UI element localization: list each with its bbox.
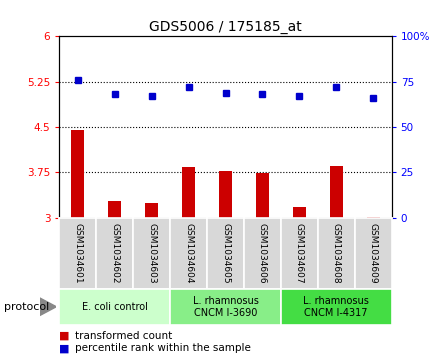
Text: GSM1034607: GSM1034607 (295, 224, 304, 284)
Text: ■: ■ (59, 343, 70, 354)
Text: L. rhamnosus
CNCM I-3690: L. rhamnosus CNCM I-3690 (193, 296, 258, 318)
Bar (330, 166, 343, 218)
Polygon shape (40, 298, 56, 315)
Text: L. rhamnosus
CNCM I-4317: L. rhamnosus CNCM I-4317 (303, 296, 369, 318)
Text: GSM1034605: GSM1034605 (221, 224, 230, 284)
Bar (145, 203, 158, 218)
Title: GDS5006 / 175185_at: GDS5006 / 175185_at (149, 20, 302, 34)
Text: ■: ■ (59, 331, 70, 341)
Text: GSM1034606: GSM1034606 (258, 224, 267, 284)
Text: percentile rank within the sample: percentile rank within the sample (75, 343, 251, 354)
Text: GSM1034601: GSM1034601 (73, 224, 82, 284)
Bar (182, 167, 195, 218)
Text: GSM1034608: GSM1034608 (332, 224, 341, 284)
Text: GSM1034603: GSM1034603 (147, 224, 156, 284)
Bar (256, 173, 269, 218)
Bar (108, 201, 121, 218)
Bar (293, 207, 306, 218)
Text: E. coli control: E. coli control (82, 302, 148, 312)
Text: GSM1034609: GSM1034609 (369, 224, 378, 284)
Text: GSM1034604: GSM1034604 (184, 224, 193, 284)
Bar (219, 171, 232, 218)
Bar (367, 217, 380, 218)
Text: transformed count: transformed count (75, 331, 172, 341)
Text: protocol: protocol (4, 302, 50, 312)
Text: GSM1034602: GSM1034602 (110, 224, 119, 284)
Bar (71, 130, 84, 218)
